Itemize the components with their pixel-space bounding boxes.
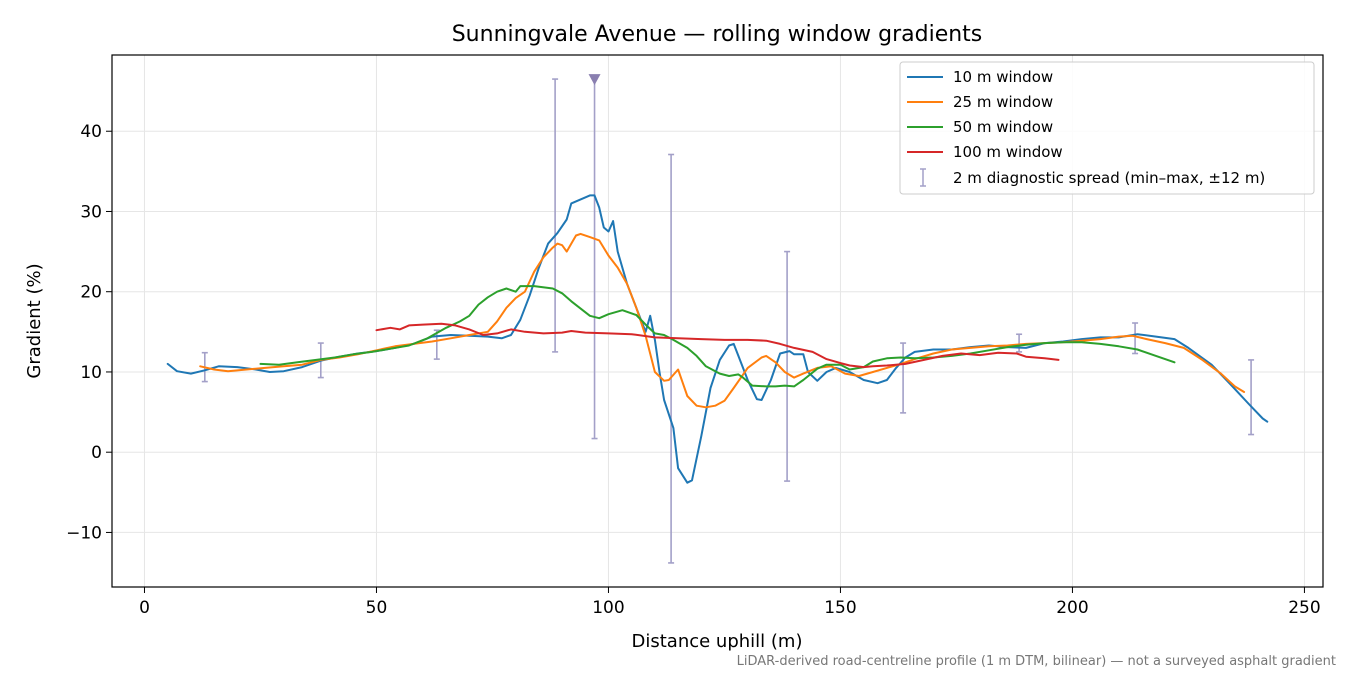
x-axis-ticks: 0 50 100 150 200 250: [139, 587, 1321, 618]
series-line-1: [199, 232, 1246, 409]
y-tick-label: 10: [80, 363, 102, 383]
legend-label-100m: 100 m window: [953, 143, 1063, 161]
grid: [112, 55, 1323, 587]
x-tick-label: 250: [1288, 598, 1320, 618]
y-tick-label: 40: [80, 122, 102, 142]
y-axis-ticks: −10 0 10 20 30 40: [66, 122, 112, 543]
x-tick-label: 100: [592, 598, 624, 618]
x-tick-label: 150: [824, 598, 856, 618]
plot-frame: [111, 54, 1324, 588]
chart-title: Sunningvale Avenue — rolling window grad…: [452, 22, 983, 47]
footnote: LiDAR-derived road-centreline profile (1…: [737, 654, 1336, 669]
x-tick-label: 0: [139, 598, 150, 618]
legend-label-errorbar: 2 m diagnostic spread (min–max, ±12 m): [953, 169, 1265, 187]
y-tick-label: 20: [80, 283, 102, 303]
clip-marker-group: [588, 74, 601, 86]
series-line-3: [375, 322, 1060, 369]
legend-box: [899, 61, 1315, 195]
x-tick-label: 200: [1056, 598, 1088, 618]
legend-label-10m: 10 m window: [953, 68, 1053, 86]
x-tick-label: 50: [366, 598, 388, 618]
y-tick-label: 30: [80, 202, 102, 222]
legend: 10 m window 25 m window 50 m window 100 …: [899, 61, 1315, 195]
clip-marker: [588, 74, 601, 86]
legend-label-50m: 50 m window: [953, 118, 1053, 136]
error-bars: [201, 78, 1255, 564]
legend-label-25m: 25 m window: [953, 93, 1053, 111]
y-tick-label: 0: [91, 443, 102, 463]
x-axis-label: Distance uphill (m): [632, 631, 803, 652]
series-lines: [166, 194, 1269, 484]
y-axis-label: Gradient (%): [24, 263, 45, 378]
y-tick-label: −10: [66, 523, 102, 543]
legend-swatch-errorbar: [920, 168, 926, 187]
